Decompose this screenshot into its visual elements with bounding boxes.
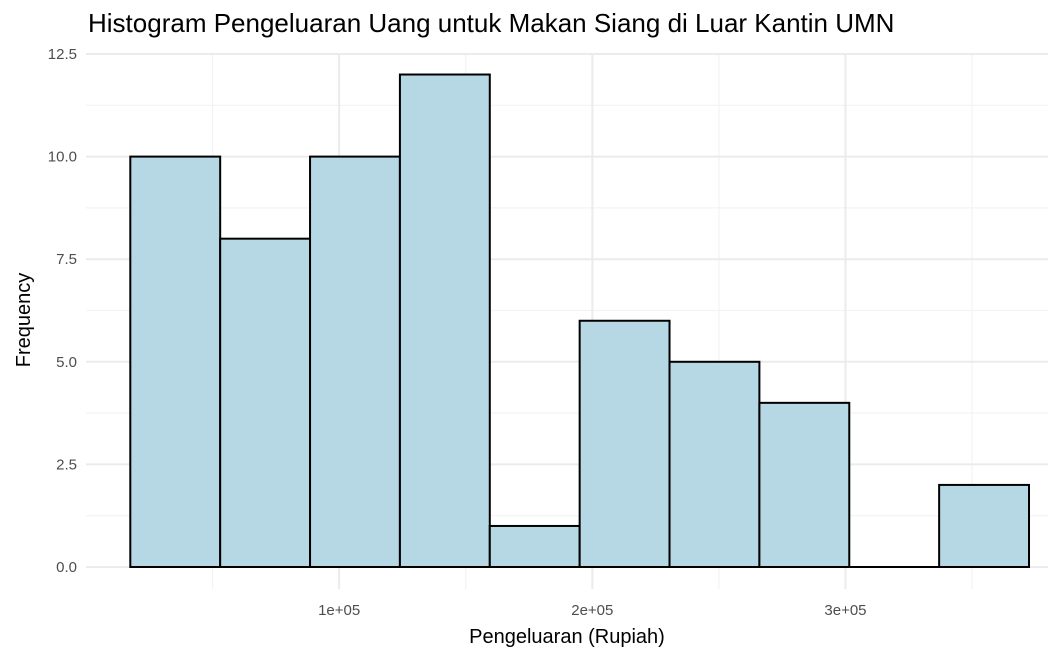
- histogram-bar: [129, 155, 222, 568]
- histogram-bar: [578, 319, 671, 569]
- y-tick-label: 5.0: [56, 354, 77, 371]
- x-tick-label: 2e+05: [571, 602, 613, 619]
- x-tick-label: 1e+05: [318, 602, 360, 619]
- histogram-bar: [309, 155, 401, 568]
- x-axis-title: Pengeluaran (Rupiah): [469, 626, 665, 648]
- histogram-bar: [488, 524, 581, 569]
- x-tick-label: 3e+05: [824, 602, 866, 619]
- y-axis-title: Frequency: [13, 273, 35, 368]
- chart-title: Histogram Pengeluaran Uang untuk Makan S…: [88, 8, 894, 38]
- histogram-bars: [129, 73, 1031, 569]
- y-tick-label: 12.5: [48, 46, 77, 63]
- histogram-bar: [758, 401, 851, 568]
- y-tick-label: 7.5: [56, 251, 77, 268]
- y-tick-label: 2.5: [56, 456, 77, 473]
- x-axis-ticks: 1e+05 2e+05 3e+05: [318, 602, 866, 619]
- y-axis-ticks: 0.0 2.5 5.0 7.5 10.0 12.5: [48, 46, 77, 576]
- histogram-bar: [938, 483, 1031, 569]
- y-tick-label: 0.0: [56, 559, 77, 576]
- histogram-bar: [668, 360, 761, 568]
- histogram-bar: [219, 237, 312, 568]
- y-tick-label: 10.0: [48, 149, 77, 166]
- histogram-bar: [398, 73, 491, 569]
